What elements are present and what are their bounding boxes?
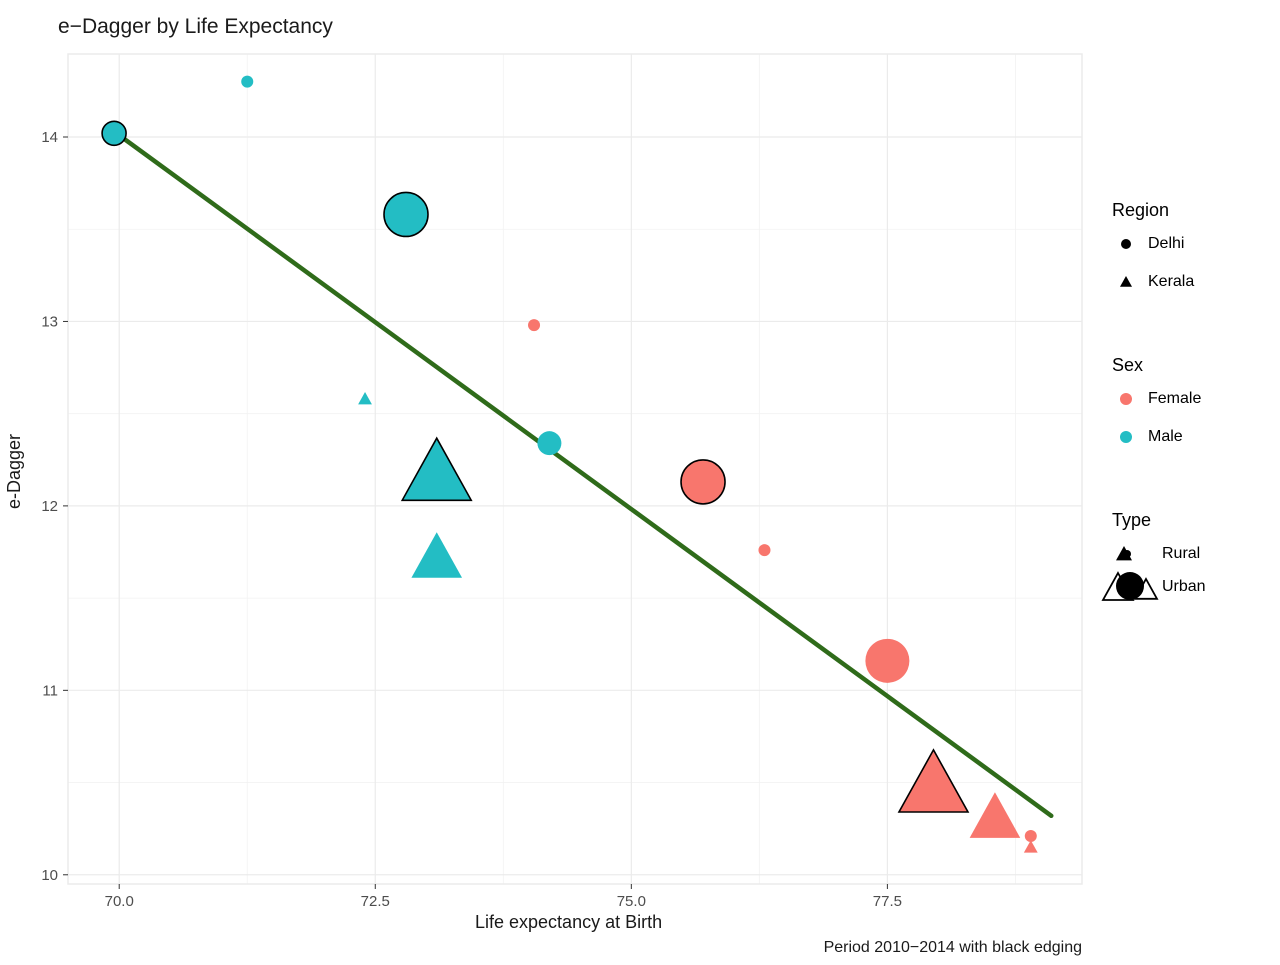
legend-sex-female: Female [1148,390,1201,408]
svg-text:72.5: 72.5 [361,893,390,910]
svg-text:10: 10 [41,867,58,884]
y-axis-label: e-Dagger [4,434,25,509]
svg-text:77.5: 77.5 [873,893,902,910]
legend-sex-male: Male [1148,428,1183,446]
legend-region-kerala: Kerala [1148,273,1194,291]
svg-text:70.0: 70.0 [105,893,134,910]
x-axis-label: Life expectancy at Birth [475,912,662,933]
svg-text:11: 11 [42,682,58,699]
svg-text:13: 13 [41,313,58,330]
legend-sex-title: Sex [1112,355,1143,376]
legend-type-rural: Rural [1162,545,1200,563]
legend-region-delhi: Delhi [1148,235,1184,253]
svg-text:75.0: 75.0 [617,893,646,910]
svg-text:12: 12 [41,498,58,515]
legend-region-title: Region [1112,200,1169,221]
svg-text:14: 14 [41,129,58,146]
legend-type-title: Type [1112,510,1151,531]
chart-container: e−Dagger by Life Expectancy 70.072.575.0… [0,0,1280,965]
chart-svg: 70.0 72.5 75.0 77.5 10 11 12 13 14 [0,0,1280,965]
chart-caption: Period 2010−2014 with black edging [824,939,1082,957]
legend-type-urban: Urban [1162,578,1206,596]
